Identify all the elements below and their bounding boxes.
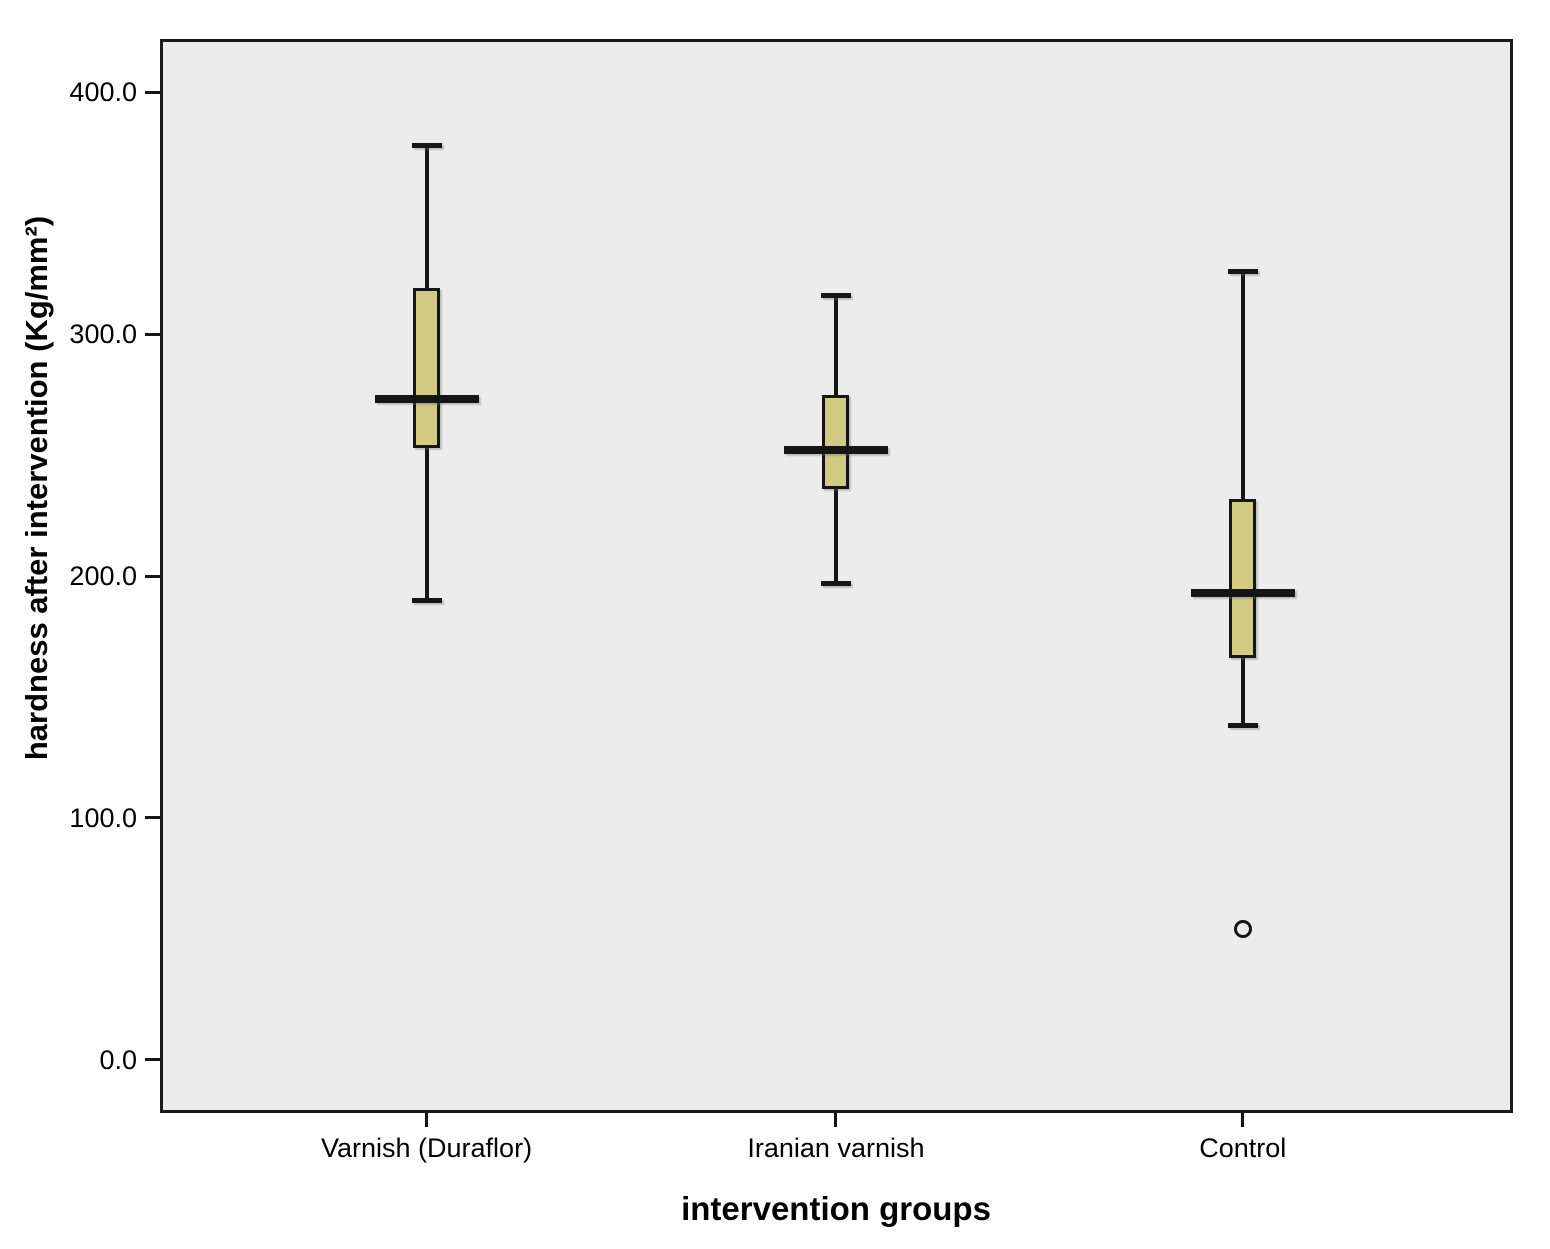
box-iranian-varnish xyxy=(822,394,850,489)
x-axis-tick xyxy=(1241,1113,1245,1127)
x-axis-tick xyxy=(425,1113,429,1127)
whisker-cap-low-iranian-varnish xyxy=(820,580,851,586)
whisker-cap-low-control xyxy=(1227,723,1258,729)
x-axis-category-label: Control xyxy=(1199,1133,1287,1163)
y-axis-tick-label: 200.0 xyxy=(69,561,137,591)
whisker-cap-high-control xyxy=(1227,268,1258,274)
x-axis-title: intervention groups xyxy=(681,1190,991,1227)
median-line-iranian-varnish xyxy=(783,446,888,455)
box-control xyxy=(1229,498,1257,659)
x-axis-category-label: Iranian varnish xyxy=(747,1133,925,1163)
whisker-cap-high-varnish-duraflor xyxy=(411,142,442,148)
y-axis-tick-label: 0.0 xyxy=(99,1044,137,1075)
y-axis-tick xyxy=(145,1058,160,1062)
y-axis-tick xyxy=(145,816,160,820)
whisker-cap-low-varnish-duraflor xyxy=(411,597,442,603)
x-axis-tick xyxy=(834,1113,838,1127)
x-axis-category-label: Varnish (Duraflor) xyxy=(321,1133,533,1163)
whisker-cap-high-iranian-varnish xyxy=(820,292,851,298)
y-axis-tick xyxy=(145,332,160,336)
outlier-control xyxy=(1233,920,1252,939)
whisker-line-control xyxy=(1240,271,1245,726)
y-axis-tick-label: 400.0 xyxy=(69,77,137,108)
median-line-varnish-duraflor xyxy=(374,395,479,404)
box-varnish-duraflor xyxy=(413,288,441,448)
y-axis-tick-label: 100.0 xyxy=(69,802,137,833)
y-axis-tick-label: 300.0 xyxy=(69,319,137,350)
median-line-control xyxy=(1190,588,1295,597)
y-axis-title: hardness after intervention (Kg/mm²) xyxy=(19,215,54,761)
y-axis-tick xyxy=(145,90,160,94)
y-axis-tick xyxy=(145,574,160,578)
